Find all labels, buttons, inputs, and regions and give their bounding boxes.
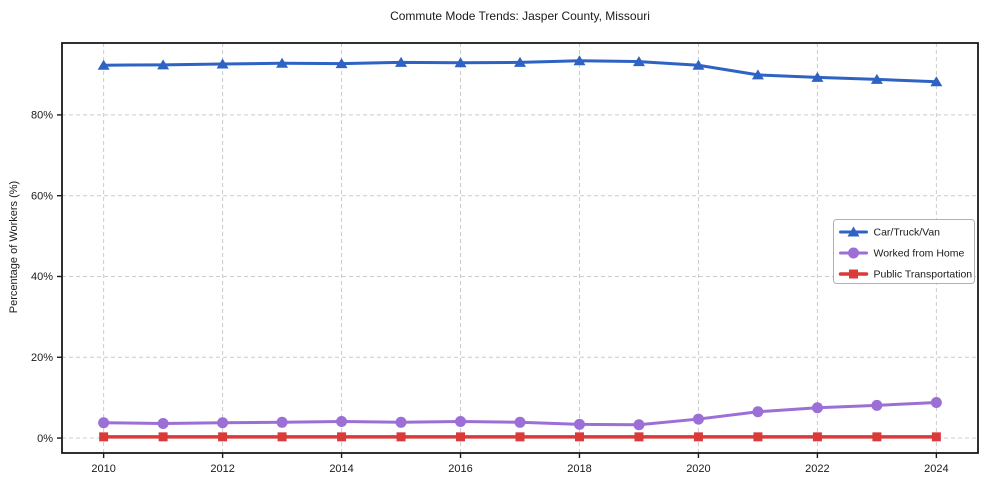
marker-worked-from-home <box>217 417 229 429</box>
marker-public-transportation <box>634 432 644 442</box>
marker-car-truck-van <box>751 69 764 80</box>
y-tick-label: 0% <box>37 433 53 445</box>
plot-border <box>61 42 979 454</box>
marker-car-truck-van <box>930 76 943 87</box>
marker-public-transportation <box>931 432 941 442</box>
x-tick-label: 2018 <box>567 463 591 475</box>
marker-public-transportation <box>515 432 525 442</box>
marker-worked-from-home <box>930 397 942 409</box>
x-tick-label: 2014 <box>329 463 353 475</box>
chart-title: Commute Mode Trends: Jasper County, Miss… <box>390 9 650 23</box>
x-tick-label: 2012 <box>210 463 234 475</box>
y-tick-label: 80% <box>31 110 53 122</box>
x-tick-label: 2016 <box>448 463 472 475</box>
y-tick-label: 20% <box>31 352 53 364</box>
marker-worked-from-home <box>514 416 526 428</box>
marker-public-transportation <box>872 432 882 442</box>
x-tick-label: 2020 <box>686 463 710 475</box>
marker-worked-from-home <box>455 415 467 427</box>
marker-worked-from-home <box>336 415 348 427</box>
x-tick-label: 2022 <box>805 463 829 475</box>
marker-car-truck-van <box>276 57 289 68</box>
marker-car-truck-van <box>97 59 110 70</box>
legend-item-worked-from-home: Worked from Home <box>839 247 965 260</box>
series-worked-from-home <box>98 397 942 431</box>
legend: Car/Truck/Van Worked from Home Public Tran… <box>833 219 975 284</box>
marker-car-truck-van <box>632 56 645 67</box>
marker-car-truck-van <box>514 56 526 67</box>
marker-car-truck-van <box>870 73 883 84</box>
marker-car-truck-van <box>692 59 705 70</box>
y-tick-label: 40% <box>31 271 53 283</box>
marker-car-truck-van <box>573 55 586 66</box>
legend-label-car-truck-van: Car/Truck/Van <box>874 227 941 239</box>
marker-public-transportation <box>693 432 703 442</box>
marker-worked-from-home <box>157 418 169 430</box>
marker-legend-worked-from-home <box>848 247 859 259</box>
marker-worked-from-home <box>633 419 645 431</box>
marker-car-truck-van <box>811 71 824 82</box>
legend-box <box>833 219 975 284</box>
marker-legend-car-truck-van <box>847 226 860 237</box>
marker-public-transportation <box>158 432 168 442</box>
series-public-transportation <box>99 432 941 442</box>
legend-label-worked-from-home: Worked from Home <box>874 248 965 260</box>
marker-car-truck-van <box>454 57 467 68</box>
marker-worked-from-home <box>752 406 764 418</box>
y-tick-label: 60% <box>31 190 53 202</box>
marker-car-truck-van <box>157 59 170 70</box>
marker-worked-from-home <box>692 413 704 425</box>
marker-legend-public-transportation <box>849 269 858 279</box>
marker-car-truck-van <box>395 56 408 67</box>
series-car-truck-van <box>97 55 943 87</box>
marker-worked-from-home <box>811 402 823 414</box>
marker-public-transportation <box>812 432 822 442</box>
marker-worked-from-home <box>871 399 883 411</box>
legend-item-car-truck-van: Car/Truck/Van <box>839 226 941 239</box>
marker-public-transportation <box>574 432 584 442</box>
x-tick-label: 2010 <box>91 463 115 475</box>
marker-public-transportation <box>396 432 406 442</box>
marker-worked-from-home <box>98 417 110 429</box>
legend-item-public-transportation: Public Transportation <box>838 269 973 281</box>
marker-worked-from-home <box>395 416 407 428</box>
marker-public-transportation <box>218 432 228 442</box>
marker-public-transportation <box>456 432 466 442</box>
marker-public-transportation <box>99 432 109 442</box>
marker-car-truck-van <box>216 58 229 69</box>
marker-worked-from-home <box>573 418 585 430</box>
marker-public-transportation <box>753 432 763 442</box>
marker-car-truck-van <box>335 58 348 69</box>
marker-public-transportation <box>277 432 287 442</box>
marker-worked-from-home <box>276 416 288 428</box>
legend-label-public-transportation: Public Transportation <box>874 269 973 281</box>
marker-public-transportation <box>337 432 347 442</box>
x-tick-label: 2024 <box>924 463 948 475</box>
